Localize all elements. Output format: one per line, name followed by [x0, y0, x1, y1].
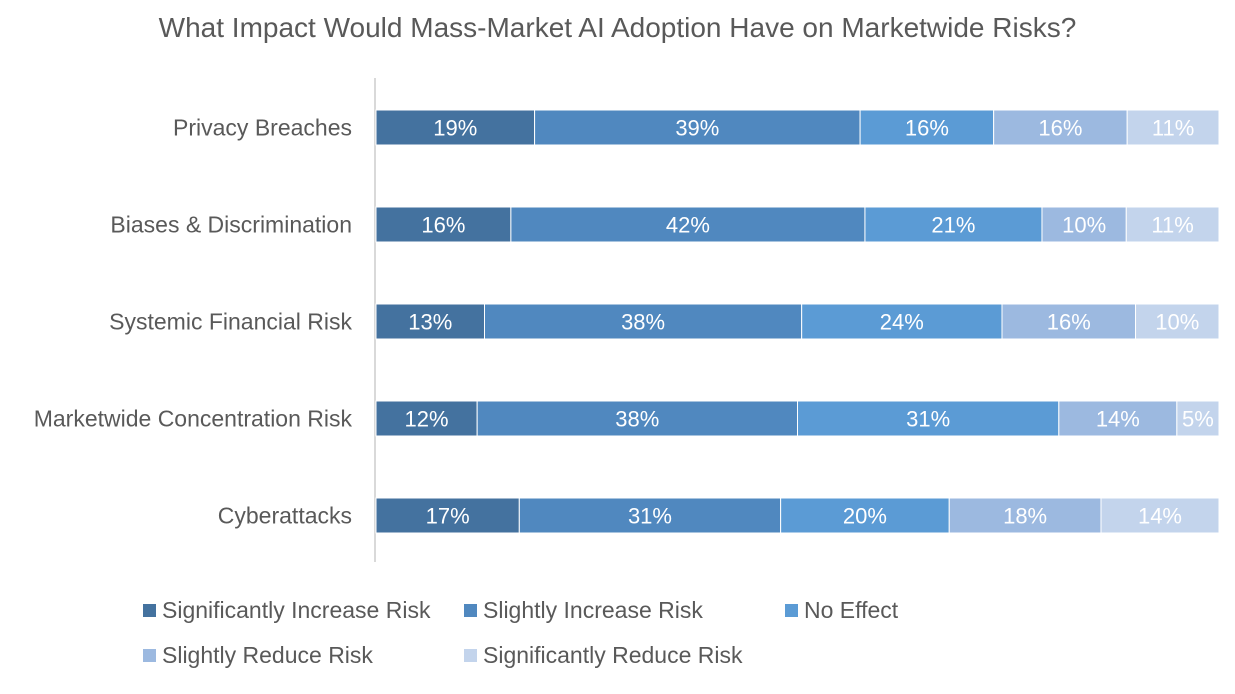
data-label-marketwide-concentration-risk-significantly-increase-risk: 12%	[405, 407, 449, 432]
data-label-cyberattacks-slightly-increase-risk: 31%	[628, 504, 672, 529]
data-label-systemic-financial-risk-significantly-increase-risk: 13%	[408, 310, 452, 335]
data-label-biases-discrimination-significantly-increase-risk: 16%	[421, 213, 465, 238]
bar-segment-privacy-breaches-no-effect	[859, 109, 995, 146]
bar-segment-cyberattacks-significantly-increase-risk	[375, 497, 520, 534]
data-label-biases-discrimination-slightly-increase-risk: 42%	[666, 213, 710, 238]
bar-segment-biases-discrimination-slightly-reduce-risk	[1041, 206, 1127, 243]
data-label-privacy-breaches-significantly-reduce-risk: 11%	[1152, 116, 1194, 141]
data-label-systemic-financial-risk-no-effect: 24%	[880, 310, 924, 335]
bar-segment-privacy-breaches-slightly-reduce-risk	[993, 109, 1128, 146]
data-label-marketwide-concentration-risk-significantly-reduce-risk: 5%	[1182, 407, 1214, 432]
data-label-privacy-breaches-slightly-reduce-risk: 16%	[1038, 116, 1082, 141]
data-label-marketwide-concentration-risk-slightly-reduce-risk: 14%	[1096, 407, 1140, 432]
bar-segment-privacy-breaches-significantly-increase-risk	[375, 109, 536, 146]
category-label-systemic-financial-risk: Systemic Financial Risk	[109, 309, 352, 335]
bar-segment-systemic-financial-risk-significantly-increase-risk	[375, 303, 486, 340]
bar-segment-systemic-financial-risk-slightly-reduce-risk	[1001, 303, 1137, 340]
data-label-cyberattacks-significantly-reduce-risk: 14%	[1138, 504, 1182, 529]
bar-segment-cyberattacks-slightly-increase-risk	[518, 497, 782, 534]
data-label-systemic-financial-risk-slightly-increase-risk: 38%	[621, 310, 665, 335]
data-label-biases-discrimination-no-effect: 21%	[931, 213, 975, 238]
category-label-privacy-breaches: Privacy Breaches	[173, 115, 352, 141]
data-label-biases-discrimination-significantly-reduce-risk: 11%	[1151, 213, 1193, 238]
category-label-marketwide-concentration-risk: Marketwide Concentration Risk	[34, 406, 353, 432]
bar-segment-privacy-breaches-slightly-increase-risk	[534, 109, 861, 146]
data-label-marketwide-concentration-risk-no-effect: 31%	[906, 407, 950, 432]
data-label-privacy-breaches-significantly-increase-risk: 19%	[433, 116, 477, 141]
bar-segment-biases-discrimination-significantly-reduce-risk	[1125, 206, 1220, 243]
data-label-cyberattacks-slightly-reduce-risk: 18%	[1003, 504, 1047, 529]
bar-segment-systemic-financial-risk-slightly-increase-risk	[484, 303, 803, 340]
data-label-biases-discrimination-slightly-reduce-risk: 10%	[1062, 213, 1106, 238]
bar-segment-marketwide-concentration-risk-significantly-reduce-risk	[1176, 400, 1220, 437]
category-label-cyberattacks: Cyberattacks	[218, 503, 352, 529]
bar-segment-cyberattacks-slightly-reduce-risk	[948, 497, 1102, 534]
data-label-cyberattacks-no-effect: 20%	[843, 504, 887, 529]
category-label-biases-discrimination: Biases & Discrimination	[110, 212, 352, 238]
bar-segment-marketwide-concentration-risk-no-effect	[797, 400, 1060, 437]
bar-segment-marketwide-concentration-risk-slightly-reduce-risk	[1058, 400, 1178, 437]
bar-segment-systemic-financial-risk-significantly-reduce-risk	[1135, 303, 1220, 340]
data-label-marketwide-concentration-risk-slightly-increase-risk: 38%	[615, 407, 659, 432]
data-label-systemic-financial-risk-slightly-reduce-risk: 16%	[1047, 310, 1091, 335]
bar-segment-systemic-financial-risk-no-effect	[801, 303, 1003, 340]
bar-segment-privacy-breaches-significantly-reduce-risk	[1126, 109, 1220, 146]
data-label-cyberattacks-significantly-increase-risk: 17%	[426, 504, 470, 529]
plot-area: Privacy Breaches 19% 39% 16% 16% 11% Biases & …	[34, 78, 1220, 562]
data-label-privacy-breaches-no-effect: 16%	[905, 116, 949, 141]
data-label-privacy-breaches-slightly-increase-risk: 39%	[675, 116, 719, 141]
bar-segment-cyberattacks-significantly-reduce-risk	[1100, 497, 1220, 534]
chart-title: What Impact Would Mass-Market AI Adoptio…	[158, 12, 1077, 43]
data-label-systemic-financial-risk-significantly-reduce-risk: 10%	[1155, 310, 1199, 335]
bar-segment-biases-discrimination-significantly-increase-risk	[375, 206, 512, 243]
